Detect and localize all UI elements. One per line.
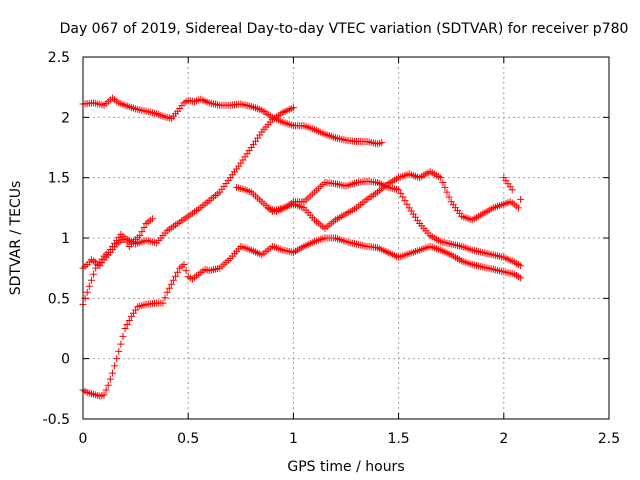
data-point — [182, 267, 190, 275]
data-markers — [79, 94, 525, 400]
data-point — [85, 282, 93, 290]
series-track-D — [79, 215, 156, 308]
y-tick-label: 2 — [61, 110, 70, 126]
y-tick-label: 0.5 — [48, 291, 70, 307]
data-point — [169, 276, 177, 284]
y-tick-label: -0.5 — [43, 412, 70, 428]
data-point — [121, 325, 129, 332]
data-point — [399, 193, 407, 201]
data-point — [117, 340, 125, 348]
x-tick-label: 0 — [79, 431, 88, 447]
data-point — [102, 386, 110, 394]
data-point — [437, 174, 445, 182]
data-point — [515, 204, 523, 212]
data-point — [161, 294, 169, 302]
data-point — [148, 215, 156, 223]
data-point — [159, 299, 167, 307]
data-point — [401, 197, 409, 205]
data-point — [517, 195, 525, 203]
data-point — [441, 183, 449, 191]
y-tick-labels: -0.5 0 0.5 1 1.5 2 2.5 — [43, 50, 70, 428]
data-point — [83, 288, 91, 296]
x-tick-label: 2 — [499, 431, 508, 447]
x-tick-label: 1 — [289, 431, 298, 447]
data-point — [395, 186, 403, 194]
data-point — [106, 375, 114, 383]
data-point — [517, 262, 525, 270]
data-point — [121, 234, 129, 242]
data-point — [180, 261, 188, 269]
y-tick-label: 1 — [61, 231, 70, 247]
y-tick-label: 1.5 — [48, 171, 70, 187]
data-point — [100, 391, 108, 399]
data-point — [104, 381, 112, 389]
grid-lines — [83, 57, 609, 419]
data-point — [136, 232, 144, 240]
data-point — [403, 200, 411, 208]
data-point — [397, 189, 405, 197]
x-tick-label: 2.5 — [598, 431, 620, 447]
data-point — [123, 320, 131, 328]
data-point — [87, 276, 95, 284]
data-point — [439, 178, 447, 186]
data-point — [138, 228, 146, 236]
data-point — [125, 316, 133, 324]
x-axis-label: GPS time / hours — [287, 459, 404, 475]
data-point — [123, 238, 131, 246]
chart-title: Day 067 of 2019, Sidereal Day-to-day VTE… — [60, 21, 629, 37]
y-tick-label: 0 — [61, 352, 70, 368]
x-tick-labels: 0 0.5 1 1.5 2 2.5 — [79, 431, 621, 447]
data-point — [517, 274, 525, 282]
series-track-G — [264, 177, 525, 270]
series-track-F — [500, 174, 516, 194]
data-point — [172, 272, 180, 280]
data-point — [90, 270, 98, 278]
data-point — [167, 280, 175, 288]
data-point — [111, 362, 119, 370]
plot-frame — [82, 56, 610, 420]
data-point — [289, 104, 297, 112]
data-point — [165, 284, 173, 292]
data-point — [113, 355, 121, 363]
data-point — [443, 188, 451, 196]
data-point — [174, 268, 182, 276]
data-point — [445, 193, 453, 201]
data-point — [140, 224, 148, 232]
data-point — [378, 139, 386, 147]
series-track-C — [79, 234, 525, 400]
data-point — [119, 332, 127, 340]
data-point — [115, 347, 123, 355]
x-tick-label: 1.5 — [387, 431, 409, 447]
data-point — [163, 288, 171, 296]
x-tick-label: 0.5 — [177, 431, 199, 447]
y-axis-label: SDTVAR / TECUs — [8, 181, 24, 296]
data-point — [508, 186, 516, 194]
y-tick-label: 2.5 — [48, 50, 70, 66]
data-point — [108, 369, 116, 377]
series-track-A — [79, 94, 386, 148]
